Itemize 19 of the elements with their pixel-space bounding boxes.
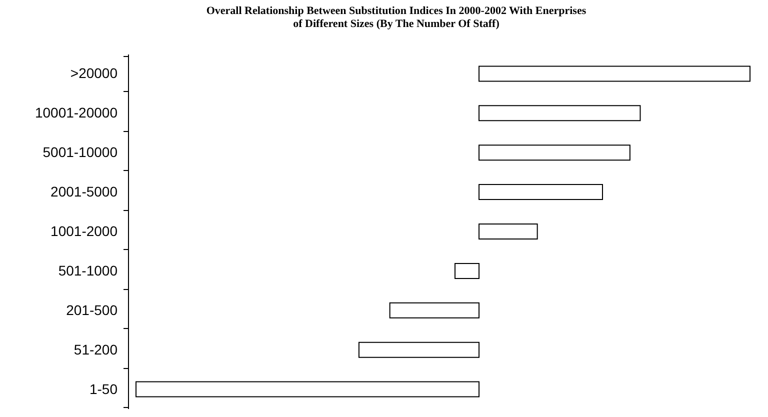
- y-tick-label: 2001-5000: [50, 184, 118, 200]
- bar: [478, 105, 641, 122]
- bar: [454, 262, 480, 279]
- chart-title: Overall Relationship Between Substitution Indices In 2000-2002 With Enerprises of Different Sizes (By The Number Of Staff): [206, 5, 587, 30]
- bar: [478, 224, 538, 240]
- y-tick-label: 501-1000: [58, 262, 118, 278]
- bar: [478, 184, 604, 200]
- bar: [358, 342, 480, 358]
- y-tick-label: 1001-2000: [50, 223, 118, 239]
- y-tick-label: 10001-20000: [34, 104, 118, 121]
- y-tick-label: >20000: [70, 65, 118, 82]
- y-tick-label: 51-200: [74, 341, 118, 358]
- bar: [478, 144, 630, 161]
- y-tick-label: 1-50: [89, 380, 118, 397]
- bar: [136, 381, 480, 398]
- bar: [389, 302, 480, 318]
- bar: [478, 66, 750, 82]
- y-tick-label: 5001-10000: [42, 144, 118, 160]
- y-tick-label: 201-500: [66, 302, 118, 318]
